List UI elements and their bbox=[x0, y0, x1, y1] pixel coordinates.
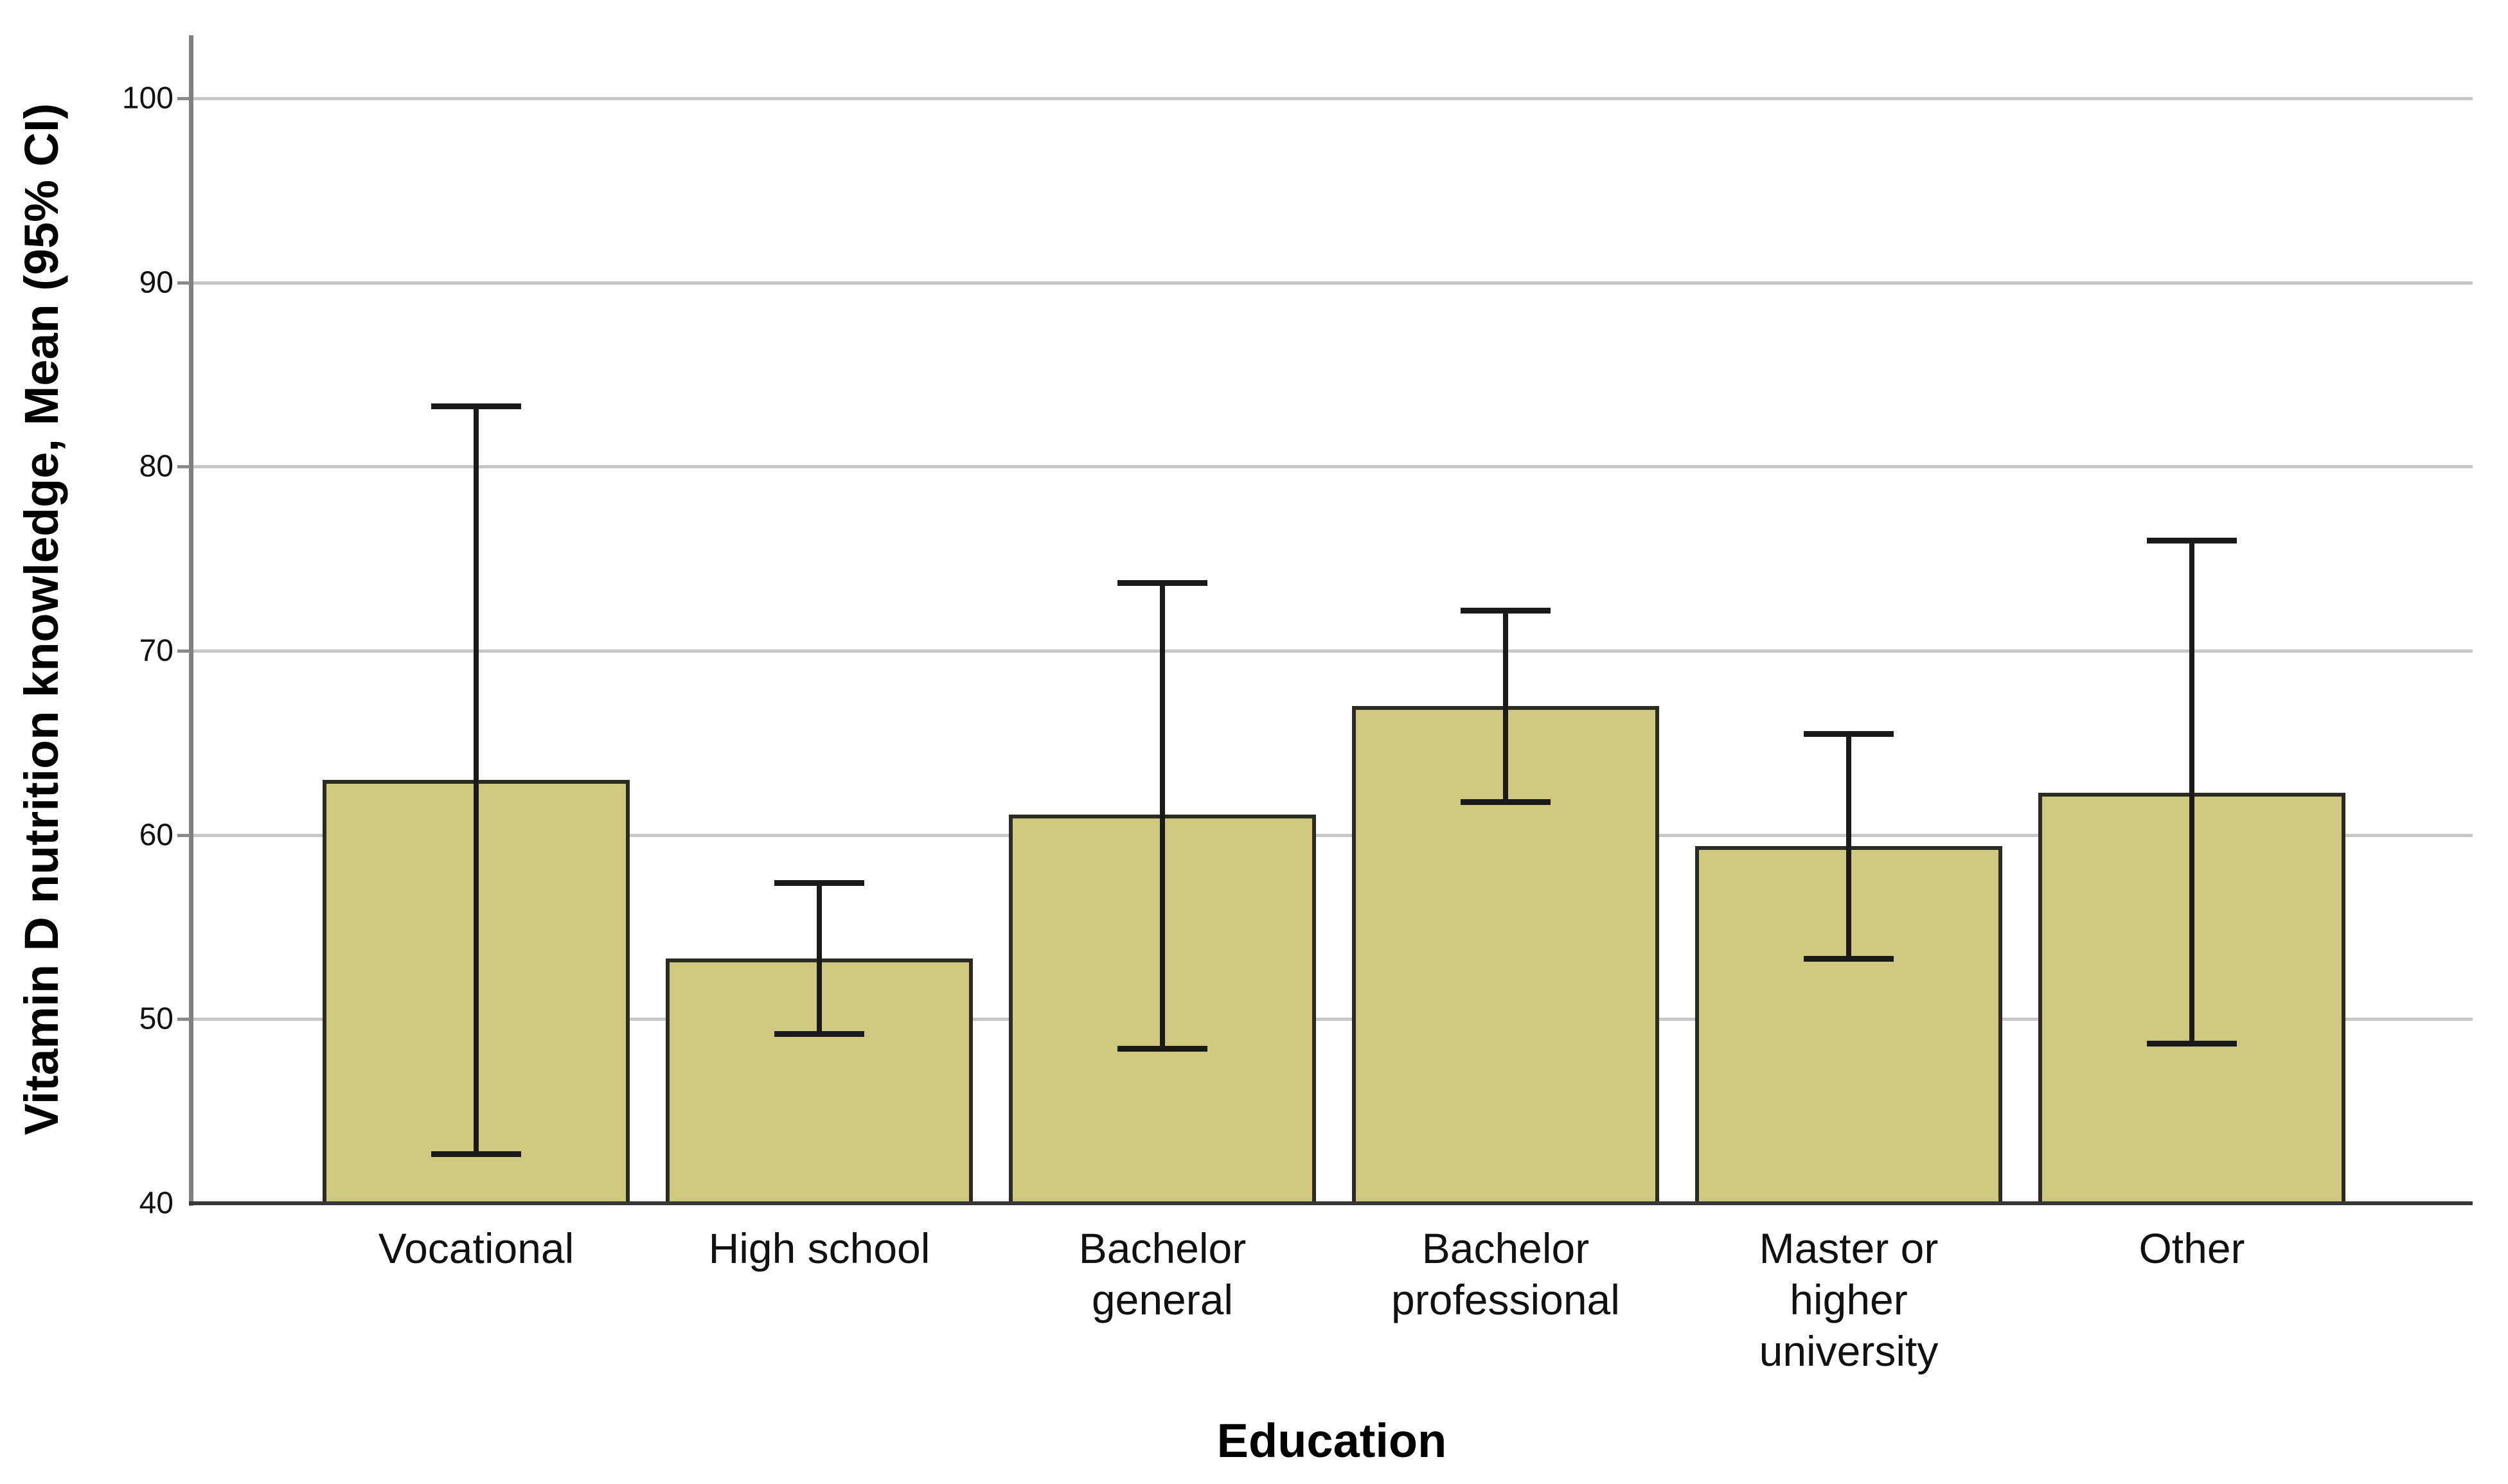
category-label-3: Bachelor professional bbox=[1391, 1224, 1620, 1323]
y-tick-mark-90 bbox=[177, 281, 190, 285]
y-tick-mark-60 bbox=[177, 833, 190, 837]
error-bar-cap-2-high bbox=[1117, 579, 1207, 586]
error-bar-cap-5-low bbox=[2147, 1040, 2237, 1047]
y-axis-line bbox=[189, 35, 193, 1206]
error-bar-cap-4-high bbox=[1804, 731, 1894, 737]
error-bar-line-2 bbox=[1160, 582, 1165, 1049]
gridline-100 bbox=[193, 97, 2473, 100]
error-bar-line-0 bbox=[474, 405, 479, 1154]
category-label-4: Master or higher university bbox=[1759, 1224, 1939, 1375]
error-bar-line-5 bbox=[2189, 540, 2194, 1043]
gridline-60 bbox=[193, 833, 2473, 837]
error-bar-cap-1-low bbox=[774, 1031, 864, 1038]
gridline-50 bbox=[193, 1018, 2473, 1021]
error-bar-line-4 bbox=[1846, 734, 1851, 958]
x-axis-title: Education bbox=[1216, 1414, 1447, 1467]
category-label-1: High school bbox=[708, 1224, 930, 1272]
y-tick-label-60: 60 bbox=[139, 818, 173, 852]
plot-area bbox=[191, 35, 2473, 1203]
y-tick-label-50: 50 bbox=[139, 1002, 173, 1036]
y-tick-label-80: 80 bbox=[139, 449, 173, 484]
error-bar-cap-3-high bbox=[1461, 607, 1551, 614]
error-bar-cap-1-high bbox=[774, 880, 864, 887]
x-axis-line bbox=[189, 1201, 2473, 1205]
gridline-80 bbox=[193, 465, 2473, 469]
error-bar-cap-2-low bbox=[1117, 1046, 1207, 1052]
gridline-90 bbox=[193, 281, 2473, 285]
error-bar-cap-4-low bbox=[1804, 955, 1894, 962]
y-tick-mark-70 bbox=[177, 649, 190, 653]
error-bar-cap-3-low bbox=[1461, 799, 1551, 806]
category-label-2: Bachelor general bbox=[1078, 1224, 1247, 1323]
y-tick-mark-80 bbox=[177, 465, 190, 469]
bar-4 bbox=[1695, 845, 2002, 1203]
y-tick-label-90: 90 bbox=[139, 265, 173, 300]
error-bar-line-3 bbox=[1503, 610, 1508, 802]
error-bar-cap-5-high bbox=[2147, 538, 2237, 543]
error-bar-line-1 bbox=[817, 883, 822, 1034]
error-bar-cap-0-low bbox=[431, 1151, 521, 1157]
y-tick-label-70: 70 bbox=[139, 633, 173, 668]
error-bar-cap-0-high bbox=[431, 403, 521, 409]
y-tick-mark-100 bbox=[177, 97, 190, 100]
y-tick-mark-50 bbox=[177, 1018, 190, 1021]
y-tick-label-40: 40 bbox=[139, 1186, 173, 1221]
category-label-5: Other bbox=[2139, 1224, 2245, 1272]
y-tick-label-100: 100 bbox=[121, 81, 173, 116]
gridline-70 bbox=[193, 649, 2473, 653]
category-label-0: Vocational bbox=[378, 1224, 574, 1272]
